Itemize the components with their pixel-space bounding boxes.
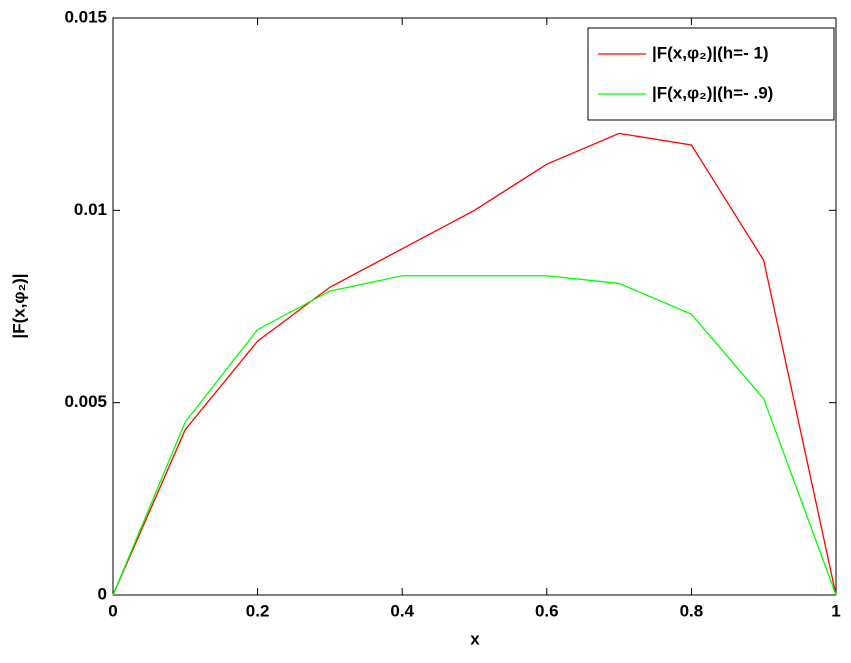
y-tick-label: 0.015: [64, 7, 107, 26]
y-tick-label: 0: [98, 584, 107, 603]
x-axis-label: x: [470, 629, 480, 648]
line: [112, 132, 837, 596]
line: [112, 275, 837, 596]
legend-label: |F(x,φ₂)|(h=- .9): [652, 83, 773, 102]
y-axis-label: |F(x,φ₂)|: [9, 273, 28, 338]
x-tick-label: 0.4: [390, 601, 414, 620]
x-tick-label: 0.8: [680, 601, 704, 620]
x-tick-label: 0: [108, 601, 117, 620]
legend-box: [587, 27, 835, 121]
y-tick-label: 0.005: [64, 392, 107, 411]
x-tick-label: 0.6: [535, 601, 559, 620]
x-tick-label: 1: [831, 601, 840, 620]
legend-label: |F(x,φ₂)|(h=- 1): [652, 43, 769, 62]
x-tick-label: 0.2: [246, 601, 270, 620]
y-tick-label: 0.01: [74, 200, 107, 219]
